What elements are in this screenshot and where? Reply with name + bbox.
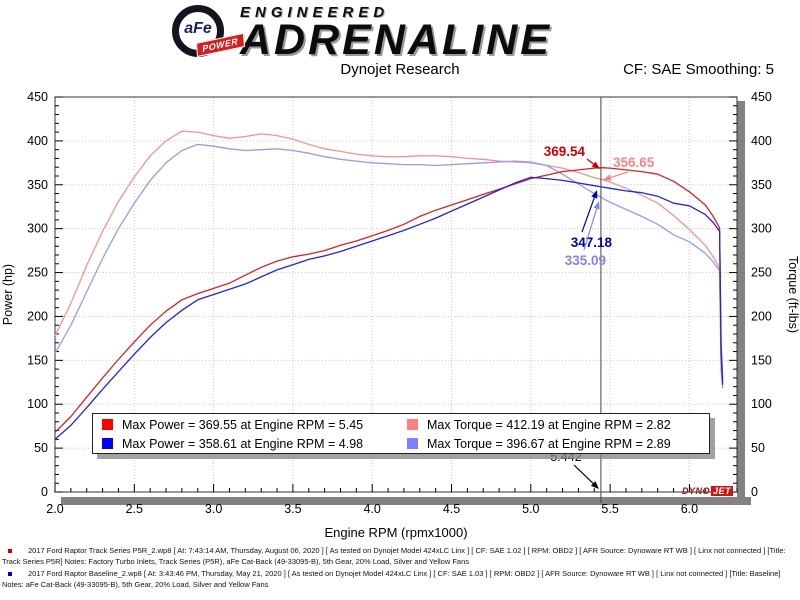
annotation-arrow-shaft (583, 208, 598, 251)
brand-adrenaline-text: ADRENALINE (240, 16, 552, 64)
x-tick-label: 5.0 (522, 502, 539, 516)
bottom-shadow-bar (61, 497, 751, 505)
x-tick-label: 2.0 (46, 502, 63, 516)
y-tick-label-left: 50 (34, 441, 48, 455)
y-tick-label-left: 0 (41, 485, 48, 499)
y-tick-label-right: 350 (751, 178, 772, 192)
legend-label: Max Power = 369.55 at Engine RPM = 5.45 (122, 417, 364, 432)
y-tick-label-left: 400 (27, 134, 48, 148)
dynojet-logo-jet: JET (711, 486, 734, 496)
run-note-text: 2017 Ford Raptor Baseline_2.wp8 [ At: 3:… (2, 568, 781, 589)
brand-wordmark: ENGINEERED ADRENALINE (240, 4, 552, 64)
y-axis-title-right: Torque (ft-lbs) (786, 256, 800, 333)
run-marker (8, 549, 12, 553)
peak-annotation-335.09: 335.09 (565, 253, 606, 268)
x-tick-label: 2.5 (126, 502, 143, 516)
annotation-arrow-head (591, 161, 600, 169)
y-tick-label-right: 50 (751, 441, 765, 455)
x-tick-label: 6.0 (681, 502, 698, 516)
afe-logo-badge: aFe (172, 5, 224, 57)
y-tick-label-left: 250 (27, 266, 48, 280)
cursor-arrow-shaft (573, 464, 594, 484)
plot-frame (54, 96, 738, 493)
y-tick-label-right: 0 (751, 485, 758, 499)
legend-item: Max Torque = 412.19 at Engine RPM = 2.82 (407, 418, 709, 432)
run-note: 2017 Ford Raptor Baseline_2.wp8 [ At: 3:… (2, 569, 798, 591)
y-tick-label-right: 100 (751, 397, 772, 411)
y-tick-label-right: 400 (751, 134, 772, 148)
peak-annotation-347.18: 347.18 (571, 235, 613, 250)
x-axis-title: Engine RPM (rpmx1000) (324, 525, 467, 540)
annotation-arrow-head (591, 190, 598, 199)
chart-title: Dynojet Research (340, 61, 460, 78)
x-tick-label: 3.0 (205, 502, 222, 516)
legend-swatch (407, 419, 418, 430)
afe-logo-text: aFe (184, 20, 212, 37)
annotation-arrow-shaft (581, 197, 595, 233)
y-tick-label-left: 300 (27, 222, 48, 236)
run-note-text: 2017 Ford Raptor Track Series P5R_2.wp8 … (2, 546, 786, 566)
cursor-arrow-head (590, 481, 599, 489)
y-tick-label-right: 150 (751, 353, 772, 367)
y-tick-label-right: 200 (751, 309, 772, 323)
legend-label: Max Power = 358.61 at Engine RPM = 4.98 (122, 436, 364, 451)
curve-track-torque (54, 130, 724, 385)
annotation-arrow-shaft (610, 171, 629, 179)
y-tick-label-left: 450 (27, 90, 48, 104)
x-tick-label: 4.0 (364, 502, 381, 516)
legend-item: Max Power = 358.61 at Engine RPM = 4.98 (102, 437, 407, 451)
peak-annotation-356.65: 356.65 (613, 155, 655, 170)
dynojet-logo: DYNO JET (682, 486, 734, 496)
curve-baseline-power (54, 176, 724, 440)
annotation-arrow-head (593, 201, 600, 210)
x-tick-label: 3.5 (284, 502, 301, 516)
legend-label: Max Torque = 412.19 at Engine RPM = 2.82 (427, 417, 671, 432)
x-tick-label: 4.5 (443, 502, 460, 516)
y-tick-label-left: 350 (27, 178, 48, 192)
run-marker (8, 571, 12, 576)
curve-baseline-torque (54, 143, 724, 389)
legend-swatch (102, 419, 113, 430)
legend-swatch (102, 438, 113, 449)
legend-item: Max Torque = 396.67 at Engine RPM = 2.89 (407, 437, 709, 451)
legend-box: Max Power = 369.55 at Engine RPM = 5.45 M… (92, 413, 710, 454)
y-tick-label-left: 100 (27, 397, 48, 411)
smoothing-setting-label: CF: SAE Smoothing: 5 (623, 61, 774, 78)
y-tick-label-right: 250 (751, 266, 772, 280)
curve-track-power (54, 167, 724, 433)
y-tick-label-right: 450 (751, 90, 772, 104)
dynojet-logo-dyno: DYNO (682, 486, 711, 496)
right-shadow-bar (737, 101, 745, 505)
annotation-arrow-head (603, 174, 612, 181)
peak-annotation-369.54: 369.54 (544, 144, 586, 159)
y-axis-title-left: Power (hp) (1, 264, 15, 325)
y-tick-label-left: 200 (27, 309, 48, 323)
legend-item: Max Power = 369.55 at Engine RPM = 5.45 (102, 418, 407, 432)
annotation-arrow-shaft (586, 158, 595, 165)
legend-label: Max Torque = 396.67 at Engine RPM = 2.89 (427, 436, 671, 451)
legend-swatch (407, 438, 418, 449)
run-note: 2017 Ford Raptor Track Series P5R_2.wp8 … (2, 546, 798, 568)
y-tick-label-left: 150 (27, 353, 48, 367)
run-notes: 2017 Ford Raptor Track Series P5R_2.wp8 … (0, 546, 800, 592)
brand-engineered-text: ENGINEERED (240, 4, 390, 21)
y-tick-label-right: 300 (751, 222, 772, 236)
x-tick-label: 5.5 (601, 502, 618, 516)
